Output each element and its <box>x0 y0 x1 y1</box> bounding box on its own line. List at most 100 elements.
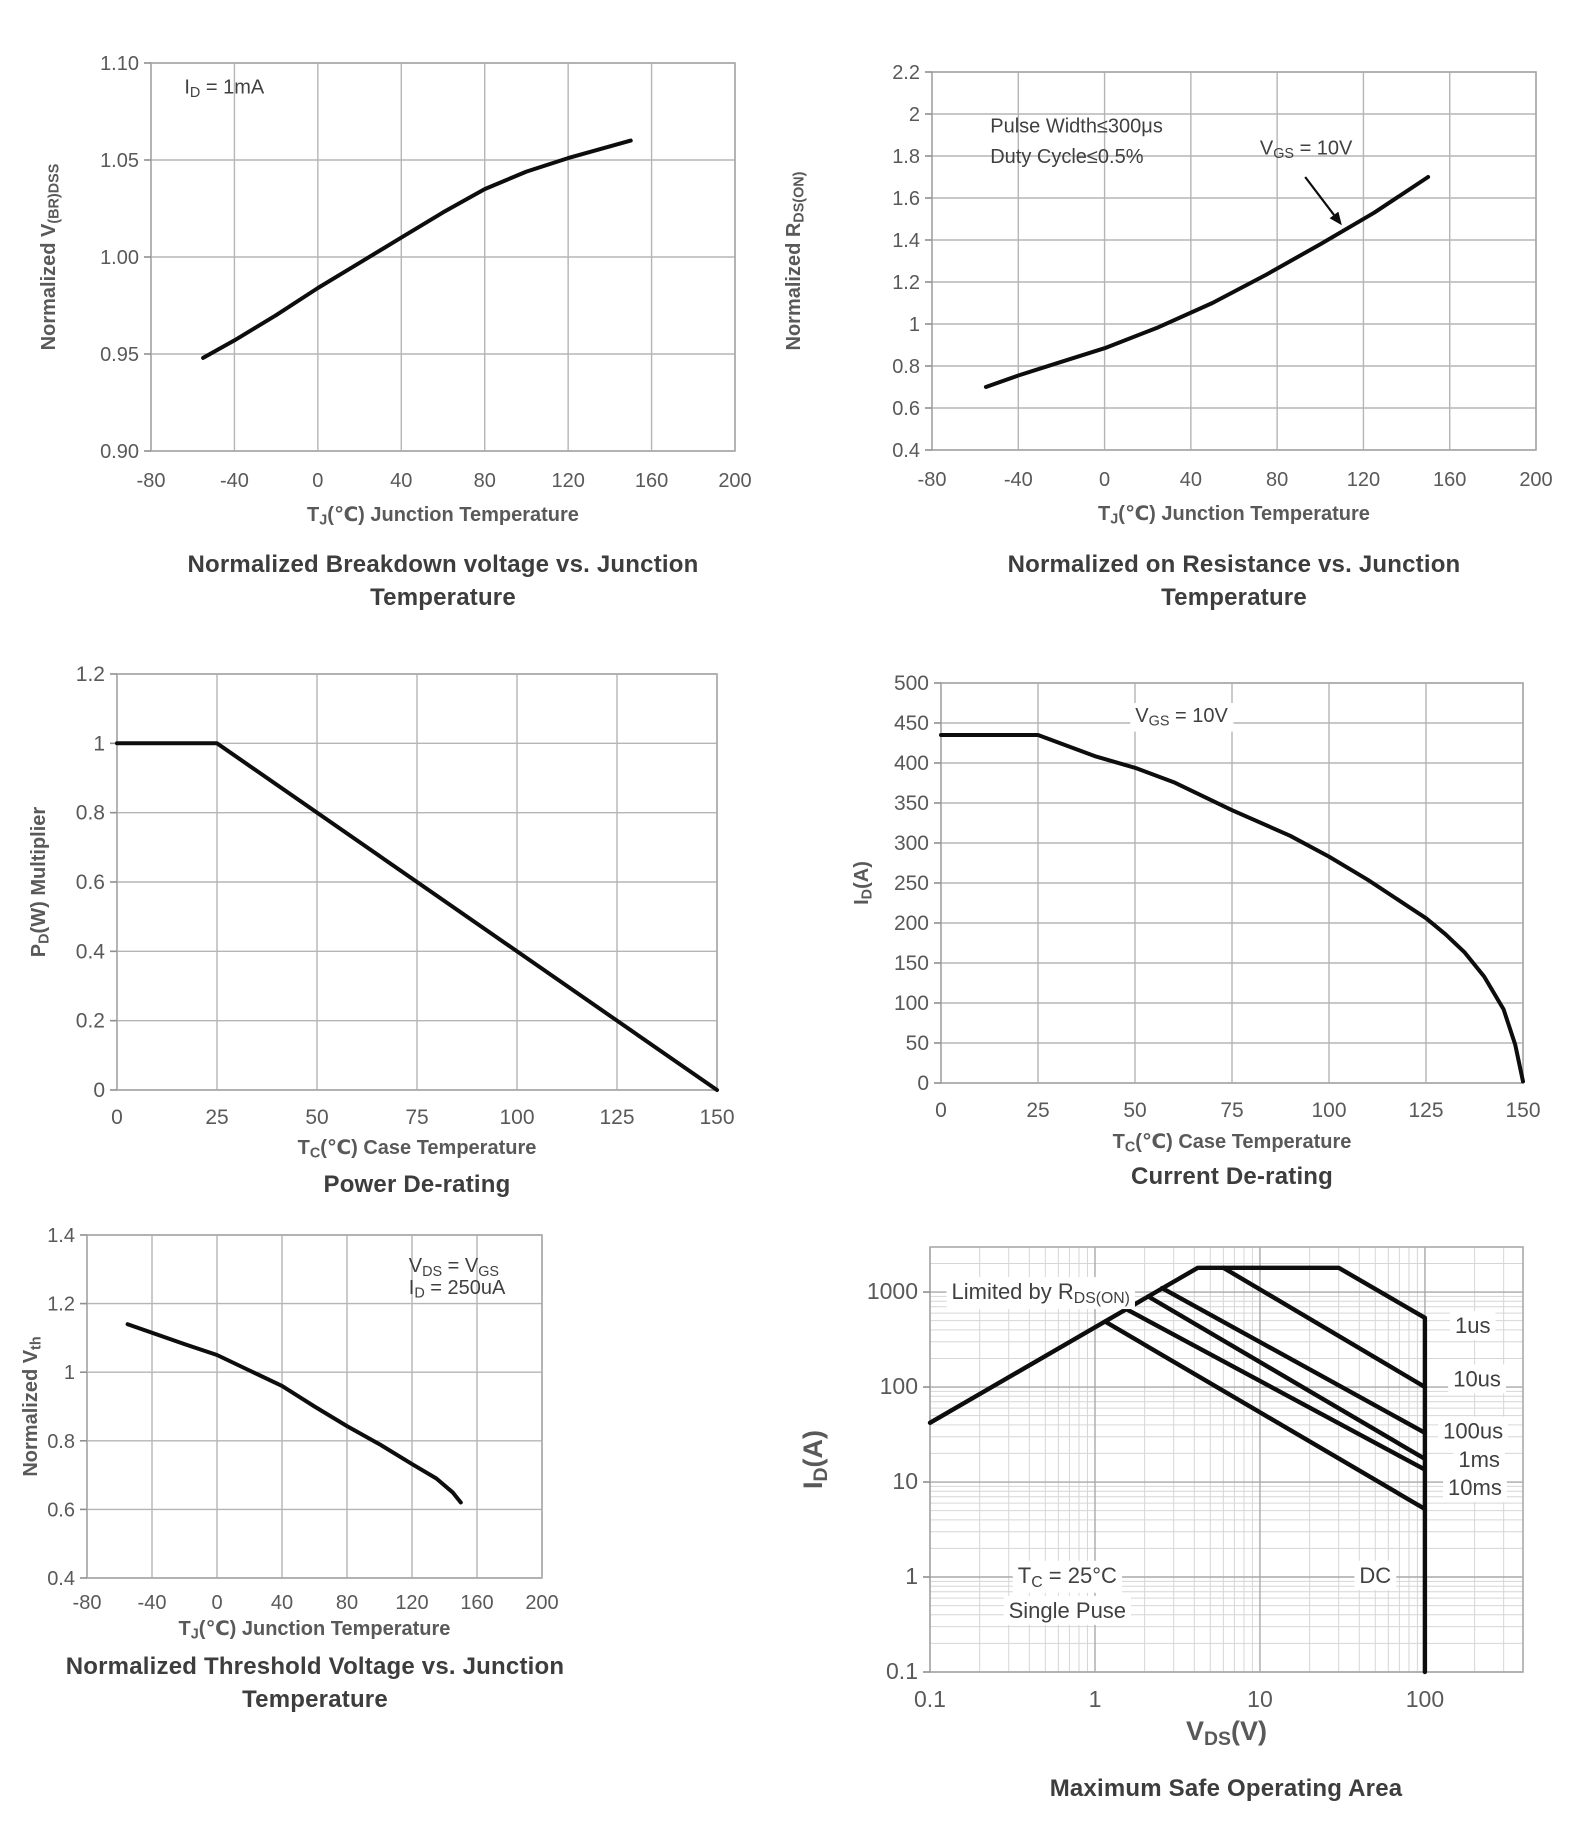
svg-text:VGS = 10V: VGS = 10V <box>1260 138 1353 163</box>
svg-text:25: 25 <box>205 1106 228 1129</box>
svg-text:Duty Cycle≤0.5%: Duty Cycle≤0.5% <box>990 146 1143 168</box>
svg-text:DC: DC <box>1359 1563 1391 1588</box>
svg-text:ID(A): ID(A) <box>798 1430 832 1489</box>
svg-text:80: 80 <box>336 1592 358 1614</box>
svg-text:100: 100 <box>499 1106 534 1129</box>
svg-text:TC(℃) Case Temperature: TC(℃) Case Temperature <box>1113 1131 1352 1156</box>
svg-text:0: 0 <box>211 1592 222 1614</box>
svg-text:40: 40 <box>1180 469 1202 491</box>
chart-breakdown-voltage-title: Normalized Breakdown voltage vs. Junctio… <box>187 551 699 611</box>
svg-text:0: 0 <box>917 1072 929 1095</box>
svg-text:100: 100 <box>1406 1686 1444 1712</box>
svg-text:Normalized Vth: Normalized Vth <box>20 1336 45 1476</box>
svg-text:400: 400 <box>894 752 929 775</box>
svg-text:Normalized V(BR)DSS: Normalized V(BR)DSS <box>38 163 63 350</box>
svg-text:1: 1 <box>93 732 105 755</box>
svg-text:80: 80 <box>1266 469 1288 491</box>
svg-text:160: 160 <box>1433 469 1466 491</box>
svg-text:0.8: 0.8 <box>47 1431 75 1453</box>
svg-text:0: 0 <box>935 1099 947 1122</box>
svg-text:80: 80 <box>474 470 496 492</box>
svg-text:50: 50 <box>305 1106 328 1129</box>
svg-text:VGS = 10V: VGS = 10V <box>1135 705 1228 730</box>
svg-text:-40: -40 <box>1004 469 1033 491</box>
svg-text:1ms: 1ms <box>1458 1447 1500 1472</box>
svg-text:160: 160 <box>460 1592 493 1614</box>
svg-text:40: 40 <box>271 1592 293 1614</box>
svg-text:120: 120 <box>1347 469 1380 491</box>
svg-text:TC = 25°C: TC = 25°C <box>1018 1563 1117 1591</box>
svg-text:100: 100 <box>1311 1099 1346 1122</box>
svg-text:150: 150 <box>894 952 929 975</box>
svg-text:0.1: 0.1 <box>914 1686 946 1712</box>
svg-text:Normalized RDS(ON): Normalized RDS(ON) <box>783 171 808 350</box>
svg-text:-80: -80 <box>918 469 947 491</box>
chart-current-derating-title: Current De-rating <box>1130 1163 1334 1190</box>
svg-text:0.90: 0.90 <box>100 441 139 463</box>
svg-text:0.4: 0.4 <box>47 1568 75 1590</box>
svg-text:0.6: 0.6 <box>76 871 105 894</box>
chart-soa-title: Maximum Safe Operating Area <box>1049 1775 1403 1802</box>
svg-text:1: 1 <box>1089 1686 1102 1712</box>
svg-text:PD(W) Multiplier: PD(W) Multiplier <box>28 807 53 958</box>
svg-text:0.6: 0.6 <box>47 1499 75 1521</box>
svg-text:0.4: 0.4 <box>892 440 920 462</box>
svg-text:ID(A): ID(A) <box>851 861 876 905</box>
svg-text:200: 200 <box>894 912 929 935</box>
svg-text:1.2: 1.2 <box>47 1294 75 1316</box>
svg-text:10ms: 10ms <box>1448 1475 1502 1500</box>
chart-power-derating-title: Power De-rating <box>323 1171 511 1198</box>
svg-text:1000: 1000 <box>867 1278 918 1304</box>
svg-text:0.4: 0.4 <box>76 940 106 963</box>
svg-text:40: 40 <box>390 470 412 492</box>
svg-text:TJ(℃) Junction Temperature: TJ(℃) Junction Temperature <box>179 1618 451 1643</box>
svg-text:0.1: 0.1 <box>886 1658 918 1684</box>
svg-text:0: 0 <box>312 470 323 492</box>
svg-text:200: 200 <box>718 470 751 492</box>
svg-text:0.2: 0.2 <box>76 1010 105 1033</box>
svg-text:Single Puse: Single Puse <box>1009 1598 1126 1623</box>
svg-text:-40: -40 <box>220 470 249 492</box>
svg-text:120: 120 <box>395 1592 428 1614</box>
svg-text:1.6: 1.6 <box>892 188 920 210</box>
svg-text:0: 0 <box>111 1106 123 1129</box>
svg-text:100us: 100us <box>1443 1419 1503 1444</box>
svg-text:1.05: 1.05 <box>100 150 139 172</box>
svg-text:50: 50 <box>1123 1099 1146 1122</box>
svg-text:350: 350 <box>894 792 929 815</box>
svg-text:TC(℃) Case Temperature: TC(℃) Case Temperature <box>298 1137 537 1162</box>
svg-text:2.2: 2.2 <box>892 62 920 84</box>
svg-text:2: 2 <box>909 104 920 126</box>
svg-text:1.4: 1.4 <box>892 230 920 252</box>
svg-text:125: 125 <box>599 1106 634 1129</box>
svg-text:10us: 10us <box>1453 1367 1501 1392</box>
svg-text:10: 10 <box>892 1468 918 1494</box>
svg-text:Pulse Width≤300μs: Pulse Width≤300μs <box>990 116 1163 138</box>
svg-text:300: 300 <box>894 832 929 855</box>
svg-text:-80: -80 <box>73 1592 102 1614</box>
svg-text:0.6: 0.6 <box>892 398 920 420</box>
svg-text:TJ(℃) Junction Temperature: TJ(℃) Junction Temperature <box>307 504 579 529</box>
svg-text:500: 500 <box>894 672 929 695</box>
svg-text:1.4: 1.4 <box>47 1225 75 1247</box>
svg-text:0: 0 <box>1099 469 1110 491</box>
chart-threshold-voltage-title: Normalized Threshold Voltage vs. Junctio… <box>65 1653 565 1713</box>
svg-text:100: 100 <box>880 1373 918 1399</box>
svg-text:ID = 1mA: ID = 1mA <box>184 76 265 101</box>
svg-text:0.95: 0.95 <box>100 344 139 366</box>
svg-text:50: 50 <box>906 1032 929 1055</box>
svg-text:200: 200 <box>1519 469 1552 491</box>
svg-text:25: 25 <box>1026 1099 1049 1122</box>
svg-text:-40: -40 <box>138 1592 167 1614</box>
svg-text:120: 120 <box>551 470 584 492</box>
svg-text:TJ(℃) Junction Temperature: TJ(℃) Junction Temperature <box>1098 503 1370 528</box>
svg-text:150: 150 <box>699 1106 734 1129</box>
svg-text:1: 1 <box>905 1563 918 1589</box>
svg-text:1.10: 1.10 <box>100 53 139 75</box>
svg-text:10: 10 <box>1247 1686 1273 1712</box>
svg-text:0.8: 0.8 <box>76 802 105 825</box>
svg-text:160: 160 <box>635 470 668 492</box>
svg-text:150: 150 <box>1505 1099 1540 1122</box>
svg-text:1: 1 <box>64 1362 75 1384</box>
